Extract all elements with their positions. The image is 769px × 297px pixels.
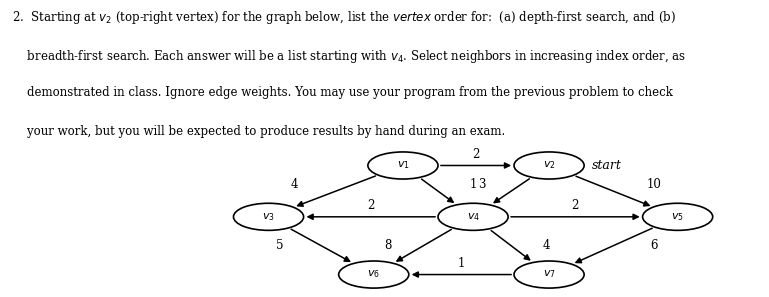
Text: your work, but you will be expected to produce results by hand during an exam.: your work, but you will be expected to p…: [12, 125, 504, 138]
Text: $v_{5}$: $v_{5}$: [671, 211, 684, 223]
Text: 2: 2: [367, 199, 375, 212]
Text: $v_{4}$: $v_{4}$: [467, 211, 480, 223]
Circle shape: [438, 203, 508, 230]
Text: $v_{1}$: $v_{1}$: [397, 159, 409, 171]
Text: 10: 10: [647, 178, 661, 191]
Text: 4: 4: [291, 178, 298, 191]
Text: demonstrated in class. Ignore edge weights. You may use your program from the pr: demonstrated in class. Ignore edge weigh…: [12, 86, 672, 99]
Text: $v_{6}$: $v_{6}$: [368, 269, 380, 280]
Text: breadth-first search. Each answer will be a list starting with $v_4$. Select nei: breadth-first search. Each answer will b…: [12, 48, 686, 64]
Circle shape: [234, 203, 304, 230]
Text: 2: 2: [571, 199, 579, 212]
Circle shape: [643, 203, 713, 230]
Text: 6: 6: [651, 239, 658, 252]
Text: $v_{7}$: $v_{7}$: [543, 269, 555, 280]
Circle shape: [338, 261, 409, 288]
Text: 4: 4: [542, 239, 550, 252]
Circle shape: [514, 152, 584, 179]
Text: 5: 5: [277, 239, 284, 252]
Text: 2: 2: [472, 148, 480, 161]
Text: 1: 1: [469, 178, 477, 191]
Text: 2.  Starting at $v_2$ (top-right vertex) for the graph below, list the $\mathit{: 2. Starting at $v_2$ (top-right vertex) …: [12, 9, 676, 26]
Text: $v_{3}$: $v_{3}$: [262, 211, 275, 223]
Text: start: start: [592, 159, 621, 172]
Circle shape: [514, 261, 584, 288]
Text: 8: 8: [384, 239, 392, 252]
Text: 3: 3: [478, 178, 485, 191]
Text: $v_{2}$: $v_{2}$: [543, 159, 555, 171]
Circle shape: [368, 152, 438, 179]
Text: 1: 1: [458, 257, 465, 270]
